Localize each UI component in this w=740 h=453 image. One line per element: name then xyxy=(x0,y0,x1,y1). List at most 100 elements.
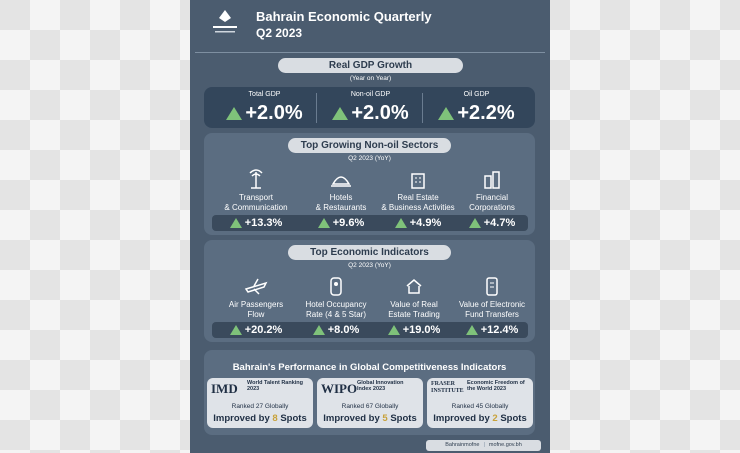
icon-part xyxy=(486,277,498,296)
item-value: +8.0% xyxy=(296,323,376,337)
icon xyxy=(411,173,425,189)
item-label: Estate Trading xyxy=(388,310,440,319)
value: +2.0% xyxy=(351,102,409,124)
improved-number: 2 xyxy=(492,413,498,424)
card-index: Economic Freedom of the World 2023 xyxy=(467,380,525,392)
section-title: Real GDP Growth xyxy=(278,58,463,73)
card xyxy=(427,378,533,428)
item-label: Value of Electronic xyxy=(458,300,526,309)
value: +4.7% xyxy=(483,217,516,229)
up-arrow xyxy=(438,107,455,121)
gdp-value: +2.0% xyxy=(318,101,423,125)
item-label: Rate (4 & 5 Star) xyxy=(305,310,367,319)
gdp-label: Non-oil GDP xyxy=(350,91,391,98)
item-label: Financial xyxy=(475,193,508,202)
icon xyxy=(406,279,422,294)
value: +4.9% xyxy=(409,217,442,229)
up-arrow xyxy=(229,325,242,336)
icon-part xyxy=(492,171,500,189)
item-label: Hotels xyxy=(329,193,353,202)
footer-handle: Bahrainmofne xyxy=(445,442,480,448)
item-value: +4.9% xyxy=(378,216,458,230)
card-logo: WIPO xyxy=(321,381,358,396)
logo-line xyxy=(213,26,237,28)
up-arrow xyxy=(226,107,243,121)
icon xyxy=(249,169,263,189)
icon xyxy=(331,176,351,187)
item-label: Corporations xyxy=(469,203,515,212)
gdp-box xyxy=(204,87,535,128)
value: +12.4% xyxy=(480,324,519,336)
item-label: & Communication xyxy=(224,203,288,212)
item-label: Fund Transfers xyxy=(465,310,519,319)
section-title: Top Growing Non-oil Sectors xyxy=(288,138,451,153)
value: +2.0% xyxy=(245,102,303,124)
section-subtitle: Q2 2023 (YoY) xyxy=(348,155,391,162)
icon xyxy=(486,277,498,296)
item-label: Hotel Occupancy xyxy=(305,300,367,309)
item-value: +19.0% xyxy=(374,323,454,337)
card-improved: Improved by 8 Spots xyxy=(207,413,313,425)
icon-part xyxy=(334,282,338,286)
footer-separator: | xyxy=(483,442,485,448)
gdp-label: Oil GDP xyxy=(463,91,490,98)
up-arrow xyxy=(468,218,481,229)
card-index: Global Innovation Index 2023 xyxy=(357,380,404,392)
section-subtitle: Q2 2023 (YoY) xyxy=(348,262,391,269)
up-arrow xyxy=(394,218,407,229)
card-rank: Ranked 67 Globally xyxy=(341,403,399,410)
card-improved: Improved by 5 Spots xyxy=(317,413,423,425)
improved-text: Improved by xyxy=(213,413,270,424)
up-arrow xyxy=(332,107,349,121)
icon-part xyxy=(249,169,263,189)
icon-part xyxy=(415,177,421,183)
gdp-value: +2.2% xyxy=(424,101,529,125)
card-logo: FRASER xyxy=(431,381,456,387)
item-label: Real Estate xyxy=(397,193,439,202)
icon-part xyxy=(411,173,425,189)
up-arrow xyxy=(317,218,330,229)
icon xyxy=(330,277,342,296)
item-label: Value of Real xyxy=(390,300,438,309)
separator xyxy=(316,93,317,123)
value-bar xyxy=(212,215,528,231)
improved-text: Spots xyxy=(390,413,417,424)
improved-text: Spots xyxy=(500,413,527,424)
improved-text: Spots xyxy=(280,413,307,424)
logo-line xyxy=(215,31,235,33)
value: +13.3% xyxy=(244,217,283,229)
value: +2.2% xyxy=(457,102,515,124)
item-value: +13.3% xyxy=(216,216,296,230)
subtitle: Q2 2023 xyxy=(256,26,303,40)
section-subtitle: (Year on Year) xyxy=(349,75,392,82)
card-improved: Improved by 2 Spots xyxy=(427,413,533,425)
icon-part xyxy=(330,277,342,296)
item-label: & Restaurants xyxy=(315,203,367,212)
improved-text: Improved by xyxy=(433,413,490,424)
item-label: Air Passengers xyxy=(228,300,284,309)
up-arrow xyxy=(312,325,325,336)
footer-website: mofne.gov.bh xyxy=(488,442,522,448)
card-index: World Talent Ranking 2023 xyxy=(247,380,304,392)
title: Bahrain Economic Quarterly xyxy=(256,9,432,24)
value: +20.2% xyxy=(244,324,283,336)
card xyxy=(317,378,423,428)
card xyxy=(207,378,313,428)
value: +8.0% xyxy=(327,324,360,336)
value-bar xyxy=(212,322,528,338)
card-logo: IMD xyxy=(211,381,238,396)
item-label: Flow xyxy=(247,310,265,319)
icon xyxy=(484,171,500,189)
item-value: +4.7% xyxy=(452,216,532,230)
section-title: Top Economic Indicators xyxy=(288,245,451,260)
gdp-label: Total GDP xyxy=(248,91,281,98)
divider xyxy=(195,52,545,53)
icon-part xyxy=(484,175,492,189)
value: +9.6% xyxy=(332,217,365,229)
improved-number: 5 xyxy=(382,413,388,424)
gdp-value: +2.0% xyxy=(212,101,317,125)
up-arrow xyxy=(387,325,400,336)
logo xyxy=(213,10,237,33)
item-value: +9.6% xyxy=(301,216,381,230)
